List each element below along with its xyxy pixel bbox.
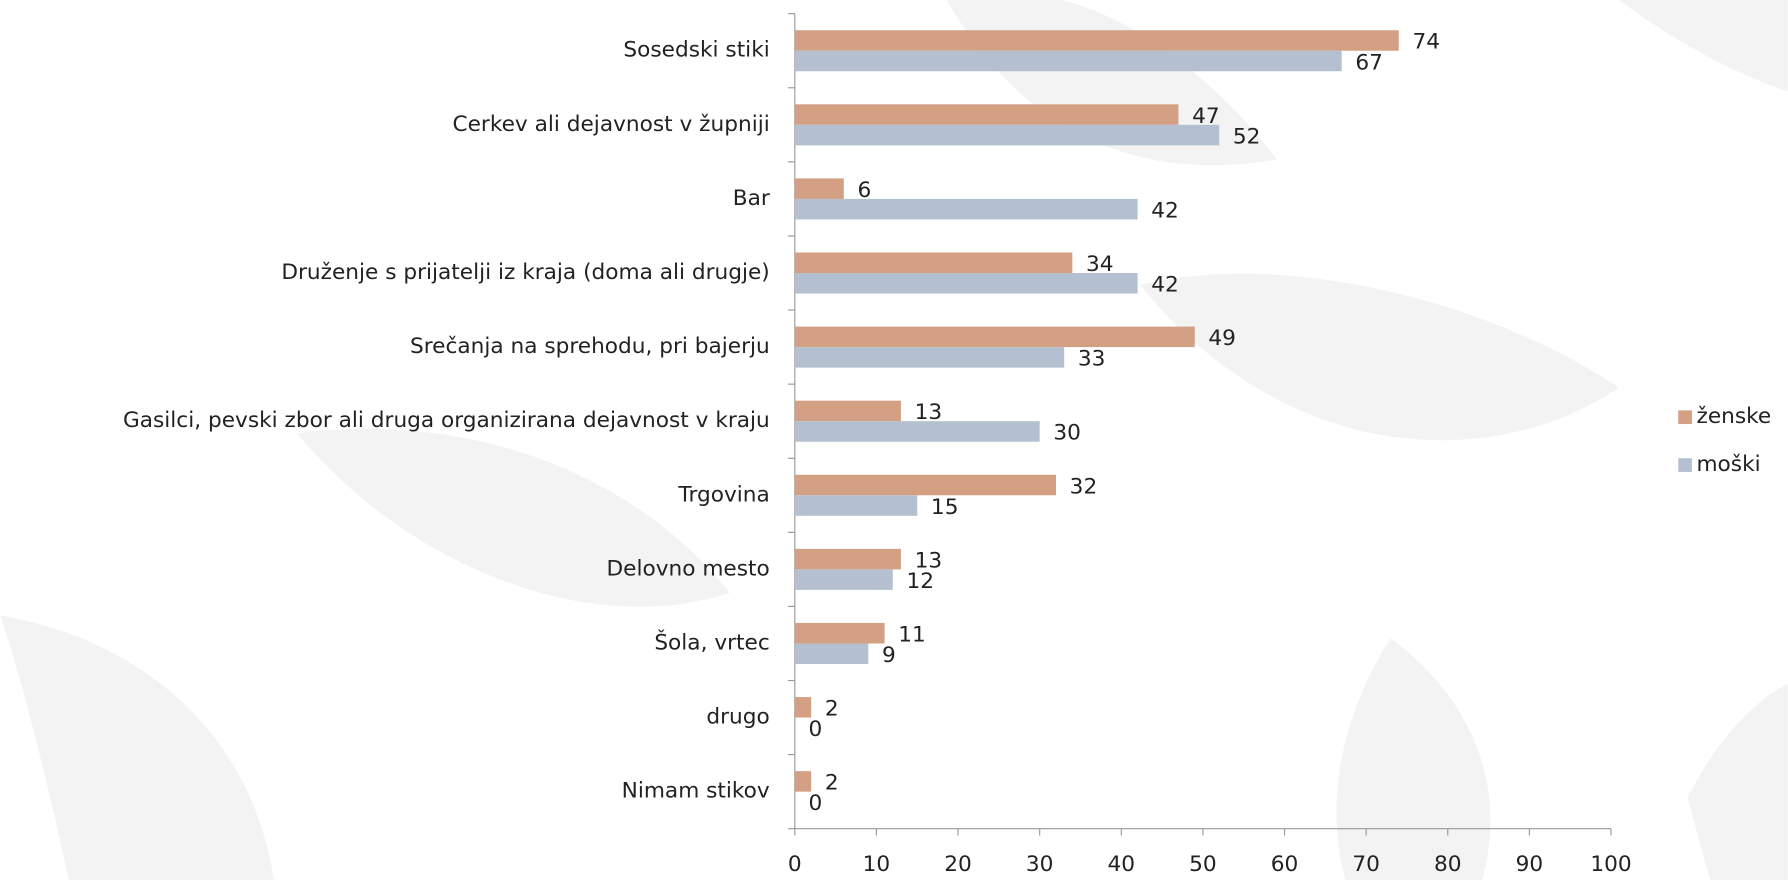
x-tick-label: 50 — [1189, 852, 1217, 877]
legend-swatch — [1678, 458, 1692, 472]
y-tick-label: Srečanja na sprehodu, pri bajerju — [410, 334, 770, 359]
data-label: 2 — [825, 771, 839, 796]
data-label: 0 — [809, 717, 823, 742]
x-tick-label: 80 — [1434, 852, 1462, 877]
bar — [794, 495, 918, 516]
bar — [794, 400, 901, 422]
x-tick-label: 70 — [1352, 852, 1380, 877]
bar — [794, 326, 1195, 348]
bar — [794, 347, 1065, 368]
bar — [794, 697, 812, 718]
data-label: 30 — [1053, 421, 1081, 446]
bar — [794, 252, 1073, 274]
data-label: 9 — [882, 643, 896, 668]
y-tick-label: Druženje s prijatelji iz kraja (doma ali… — [281, 260, 769, 285]
data-label: 67 — [1355, 50, 1383, 75]
data-label: 12 — [906, 569, 934, 594]
x-tick-label: 20 — [944, 852, 972, 877]
bar — [794, 124, 1220, 146]
data-label: 47 — [1192, 104, 1220, 129]
y-tick-label: Cerkev ali dejavnost v župniji — [453, 112, 770, 137]
bar — [794, 178, 844, 199]
data-label: 74 — [1412, 30, 1440, 55]
y-tick-label: Nimam stikov — [622, 779, 770, 804]
data-label: 6 — [857, 178, 871, 203]
data-label: 11 — [898, 622, 926, 647]
x-tick-label: 10 — [863, 852, 891, 877]
x-tick-label: 30 — [1026, 852, 1054, 877]
y-tick-label: Šola, vrtec — [654, 629, 769, 655]
bar — [794, 622, 885, 644]
bar — [794, 30, 1399, 51]
y-tick-label: Bar — [733, 186, 770, 211]
x-tick-label: 0 — [788, 852, 802, 877]
data-label: 42 — [1151, 198, 1179, 223]
bar — [794, 104, 1179, 125]
bar — [794, 548, 901, 570]
bar — [794, 771, 812, 792]
x-tick-label: 40 — [1108, 852, 1136, 877]
data-label: 2 — [825, 697, 839, 722]
data-label: 52 — [1233, 124, 1261, 149]
data-label: 0 — [809, 791, 823, 816]
bar — [794, 474, 1057, 496]
y-tick-label: drugo — [706, 705, 769, 730]
legend-swatch — [1678, 410, 1692, 425]
x-tick-label: 90 — [1516, 852, 1544, 877]
bar — [794, 569, 893, 590]
y-tick-label: Sosedski stiki — [623, 38, 769, 63]
legend-label: ženske — [1696, 404, 1771, 429]
bar — [794, 50, 1342, 72]
legend-label: moški — [1696, 452, 1760, 477]
data-label: 32 — [1070, 474, 1098, 499]
x-tick-label: 60 — [1271, 852, 1299, 877]
data-label: 13 — [915, 548, 943, 573]
y-tick-label: Gasilci, pevski zbor ali druga organizir… — [123, 408, 770, 433]
data-label: 49 — [1208, 326, 1236, 351]
bar — [794, 198, 1138, 220]
x-tick-label: 100 — [1590, 852, 1631, 877]
bar — [794, 273, 1138, 294]
data-label: 13 — [915, 400, 943, 425]
data-label: 42 — [1151, 273, 1179, 298]
bar — [794, 643, 869, 664]
data-label: 33 — [1078, 347, 1106, 372]
y-tick-label: Trgovina — [677, 482, 769, 507]
y-tick-label: Delovno mesto — [606, 556, 769, 581]
bar — [794, 421, 1040, 442]
data-label: 15 — [931, 495, 959, 520]
data-label: 34 — [1086, 252, 1114, 277]
